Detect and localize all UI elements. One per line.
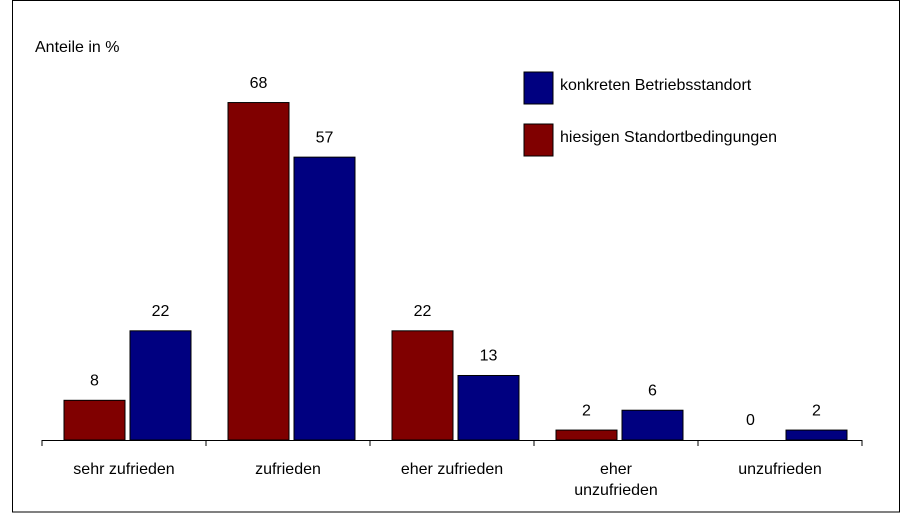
data-label: 68 <box>250 75 268 92</box>
chart-title: Anteile in % <box>35 39 120 56</box>
legend-label: konkreten Betriebsstandort <box>560 77 752 94</box>
data-label: 57 <box>316 129 334 146</box>
x-tick-label: eher zufrieden <box>400 461 504 478</box>
data-label: 22 <box>414 303 432 320</box>
x-tick-label: sehr zufrieden <box>73 461 175 478</box>
x-tick-label: unzufrieden <box>738 461 822 478</box>
bar <box>457 374 520 441</box>
x-tick-label: zufrieden <box>255 461 321 478</box>
x-tick-label: eher unzufrieden <box>574 461 658 499</box>
bar <box>63 399 126 441</box>
bar <box>293 156 356 441</box>
legend-label: hiesigen Standortbedingungen <box>560 129 777 146</box>
bar <box>129 330 192 441</box>
bar <box>785 429 848 441</box>
legend-swatch <box>523 123 554 157</box>
legend-swatch <box>523 71 554 105</box>
data-label: 2 <box>582 402 591 419</box>
bar <box>391 330 454 441</box>
data-label: 13 <box>480 348 498 365</box>
bar <box>555 429 618 441</box>
bar <box>227 102 290 441</box>
data-label: 0 <box>746 412 755 429</box>
data-label: 6 <box>648 382 657 399</box>
data-label: 8 <box>90 373 99 390</box>
data-label: 2 <box>812 402 821 419</box>
data-label: 22 <box>152 303 170 320</box>
bar <box>621 409 684 441</box>
